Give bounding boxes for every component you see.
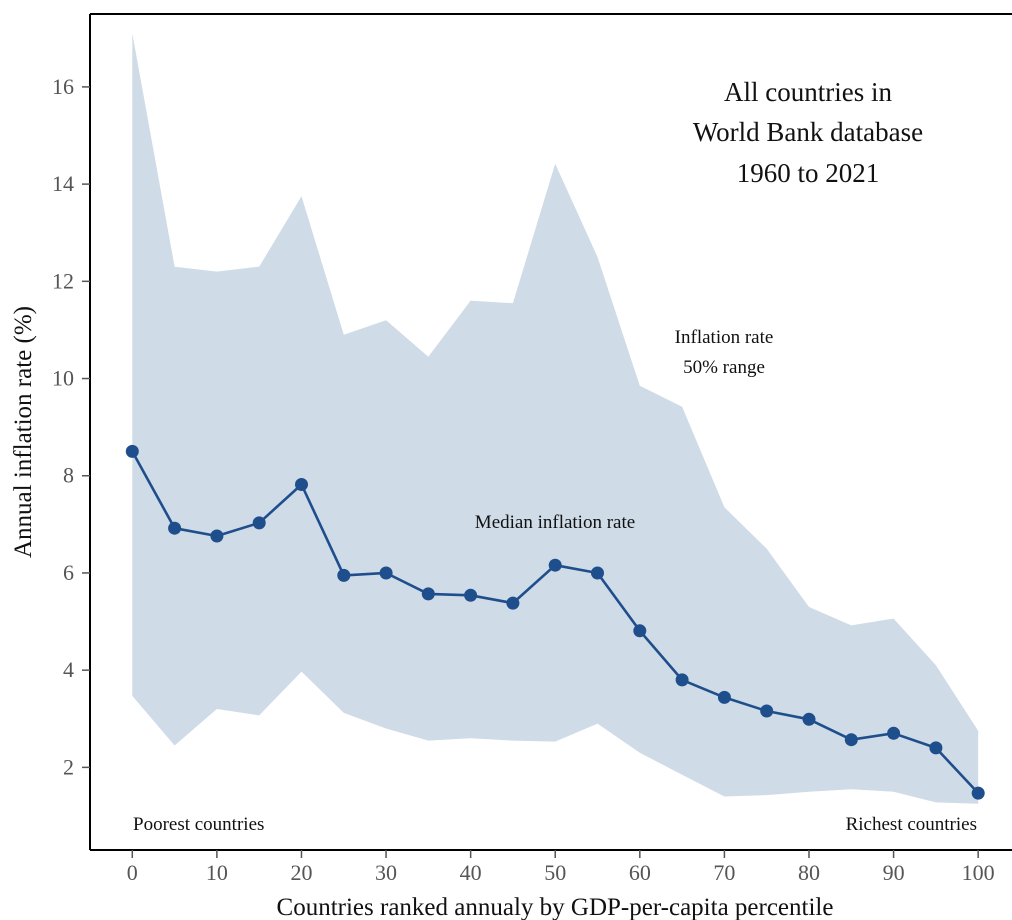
x-axis-title: Countries ranked annualy by GDP-per-capi…: [277, 894, 834, 920]
x-tick-label: 60: [629, 860, 651, 885]
x-tick-label: 10: [206, 860, 228, 885]
range-label-line2: 50% range: [683, 357, 765, 378]
x-tick-label: 30: [375, 860, 397, 885]
median-point: [210, 529, 224, 543]
tick-layer: 0 10 20 30 40 50 60 70 80 90 100 2 4 6 8 10 12 14 16: [52, 74, 995, 885]
y-tick-label: 2: [63, 754, 74, 779]
median-line-layer: [125, 444, 985, 800]
y-tick-label: 4: [63, 657, 74, 682]
y-tick-label: 10: [52, 366, 74, 391]
median-point: [421, 587, 435, 601]
median-point: [506, 596, 520, 610]
x-tick-label: 50: [544, 860, 566, 885]
x-tick-label: 100: [962, 860, 995, 885]
range-label-line1: Inflation rate: [675, 327, 774, 348]
y-tick-label: 14: [52, 171, 74, 196]
x-tick-label: 90: [883, 860, 905, 885]
median-point: [591, 566, 604, 580]
richest-label: Richest countries: [846, 814, 977, 835]
median-point: [337, 568, 351, 582]
range-band-layer: [132, 33, 979, 804]
y-tick-label: 12: [52, 268, 74, 293]
median-point: [633, 624, 647, 638]
median-point: [464, 588, 478, 602]
median-point: [295, 478, 308, 491]
median-point: [802, 712, 816, 726]
median-point: [125, 444, 139, 458]
median-label: Median inflation rate: [475, 512, 635, 533]
x-tick-label: 20: [290, 860, 312, 885]
dataset-note-line1: All countries in: [724, 77, 892, 107]
median-point: [379, 566, 393, 580]
median-point: [760, 704, 774, 718]
median-point: [168, 521, 182, 535]
median-point: [929, 741, 943, 755]
y-axis-title: Annual inflation rate (%): [10, 306, 37, 558]
median-point: [844, 733, 858, 747]
median-point: [252, 516, 266, 530]
x-tick-label: 40: [460, 860, 482, 885]
dataset-note-line2: World Bank database: [693, 117, 923, 147]
y-tick-label: 8: [63, 463, 74, 488]
y-tick-label: 6: [63, 560, 74, 585]
poorest-label: Poorest countries: [133, 814, 264, 835]
y-tick-label: 16: [52, 74, 74, 99]
x-tick-label: 80: [798, 860, 820, 885]
dataset-note-line3: 1960 to 2021: [737, 158, 880, 188]
axes-layer: [89, 13, 1012, 851]
median-point: [675, 673, 689, 687]
median-point: [717, 690, 731, 704]
median-point: [548, 558, 562, 572]
inflation-range-band: [132, 33, 979, 804]
median-point: [971, 786, 985, 800]
x-tick-label: 0: [127, 860, 138, 885]
x-tick-label: 70: [713, 860, 735, 885]
median-point: [887, 726, 901, 740]
